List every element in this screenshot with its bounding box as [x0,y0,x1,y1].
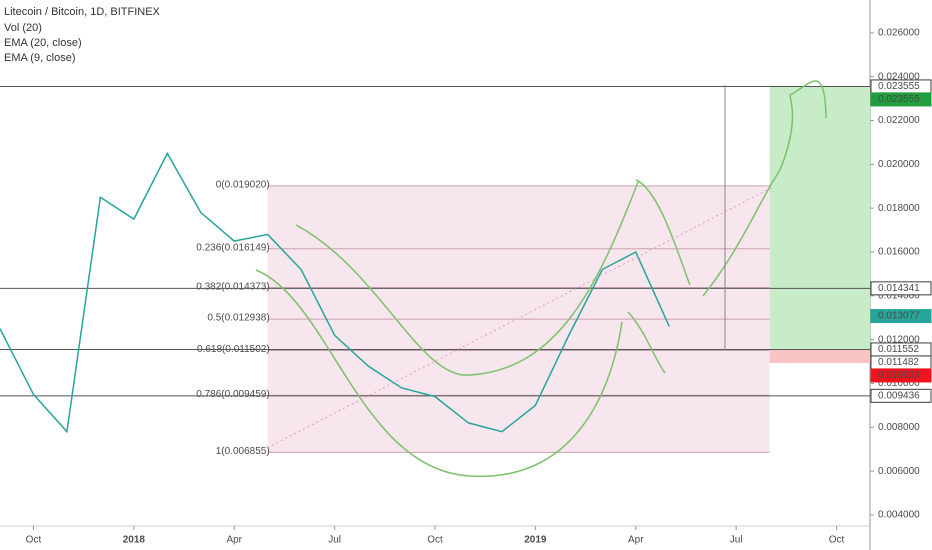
y-tick-label: 0.020000 [878,159,920,170]
price-label: 0.014341 [878,283,920,294]
price-label-box [870,281,932,296]
plot: 0(0.019020) 0.236(0.016149) 0.382(0.014373… [0,85,870,457]
x-tick-label: Jul [730,535,743,546]
fib-label: 1(0.006855) [216,446,270,457]
price-label: 0.011482 [878,357,919,368]
price-line [0,151,670,434]
price-label-box [870,368,932,383]
fib-label: 0(0.019020) [216,179,270,190]
fib-label: 0.786(0.009459) [196,389,269,400]
x-tick-label: 2018 [123,535,146,546]
price-label: 0.010933 [878,370,920,381]
y-tick-label: 0.016000 [878,247,920,258]
curve [295,181,639,376]
stop-zone [769,349,870,364]
y-tick-label: 0.024000 [878,71,920,82]
y-tick-label: 0.006000 [878,466,920,477]
curve [255,269,623,477]
fib-label: 0.382(0.014373) [196,281,269,292]
axis-labels: 0.004000 0.006000 0.008000 0.010000 0.012000… [26,28,932,546]
fib-label: 0.5(0.012938) [207,313,269,324]
x-tick-label: Apr [226,535,242,546]
curve [702,80,827,297]
x-tick-label: Apr [628,535,644,546]
x-tick-label: Oct [26,535,42,546]
price-label: 0.009436 [878,390,920,401]
indicator: EMA (9, close) [4,52,76,64]
y-tick-label: 0.026000 [878,28,920,39]
price-label-box [870,388,932,403]
chart-title: Litecoin / Bitcoin, 1D, BITFINEX [4,6,161,18]
y-tick-label: 0.014000 [878,290,920,301]
fib-label: 0.236(0.016149) [196,242,269,253]
x-tick-label: Oct [829,535,845,546]
y-tick-label: 0.004000 [878,510,920,521]
target-zone [769,86,870,350]
drawings [255,80,827,477]
price-label-box [870,92,932,107]
x-tick-label: Jul [328,535,341,546]
y-tick-label: 0.010000 [878,378,920,389]
diagonal [262,186,774,451]
curve [627,311,666,374]
price-label: 0.013077 [878,311,920,322]
y-tick-label: 0.018000 [878,203,920,214]
x-tick-label: Oct [427,535,443,546]
x-tick-label: 2019 [524,535,547,546]
y-tick-label: 0.012000 [878,334,920,345]
price-label: 0.023555 [878,81,920,92]
indicator: Vol (20) [4,22,42,34]
indicator: EMA (20, close) [4,37,82,49]
price-label: 0.011552 [878,344,919,355]
price-label-box [870,309,932,324]
price-label: 0.023555 [878,94,920,105]
curve [635,179,691,286]
y-tick-label: 0.022000 [878,115,920,126]
y-tick-label: 0.008000 [878,422,920,433]
